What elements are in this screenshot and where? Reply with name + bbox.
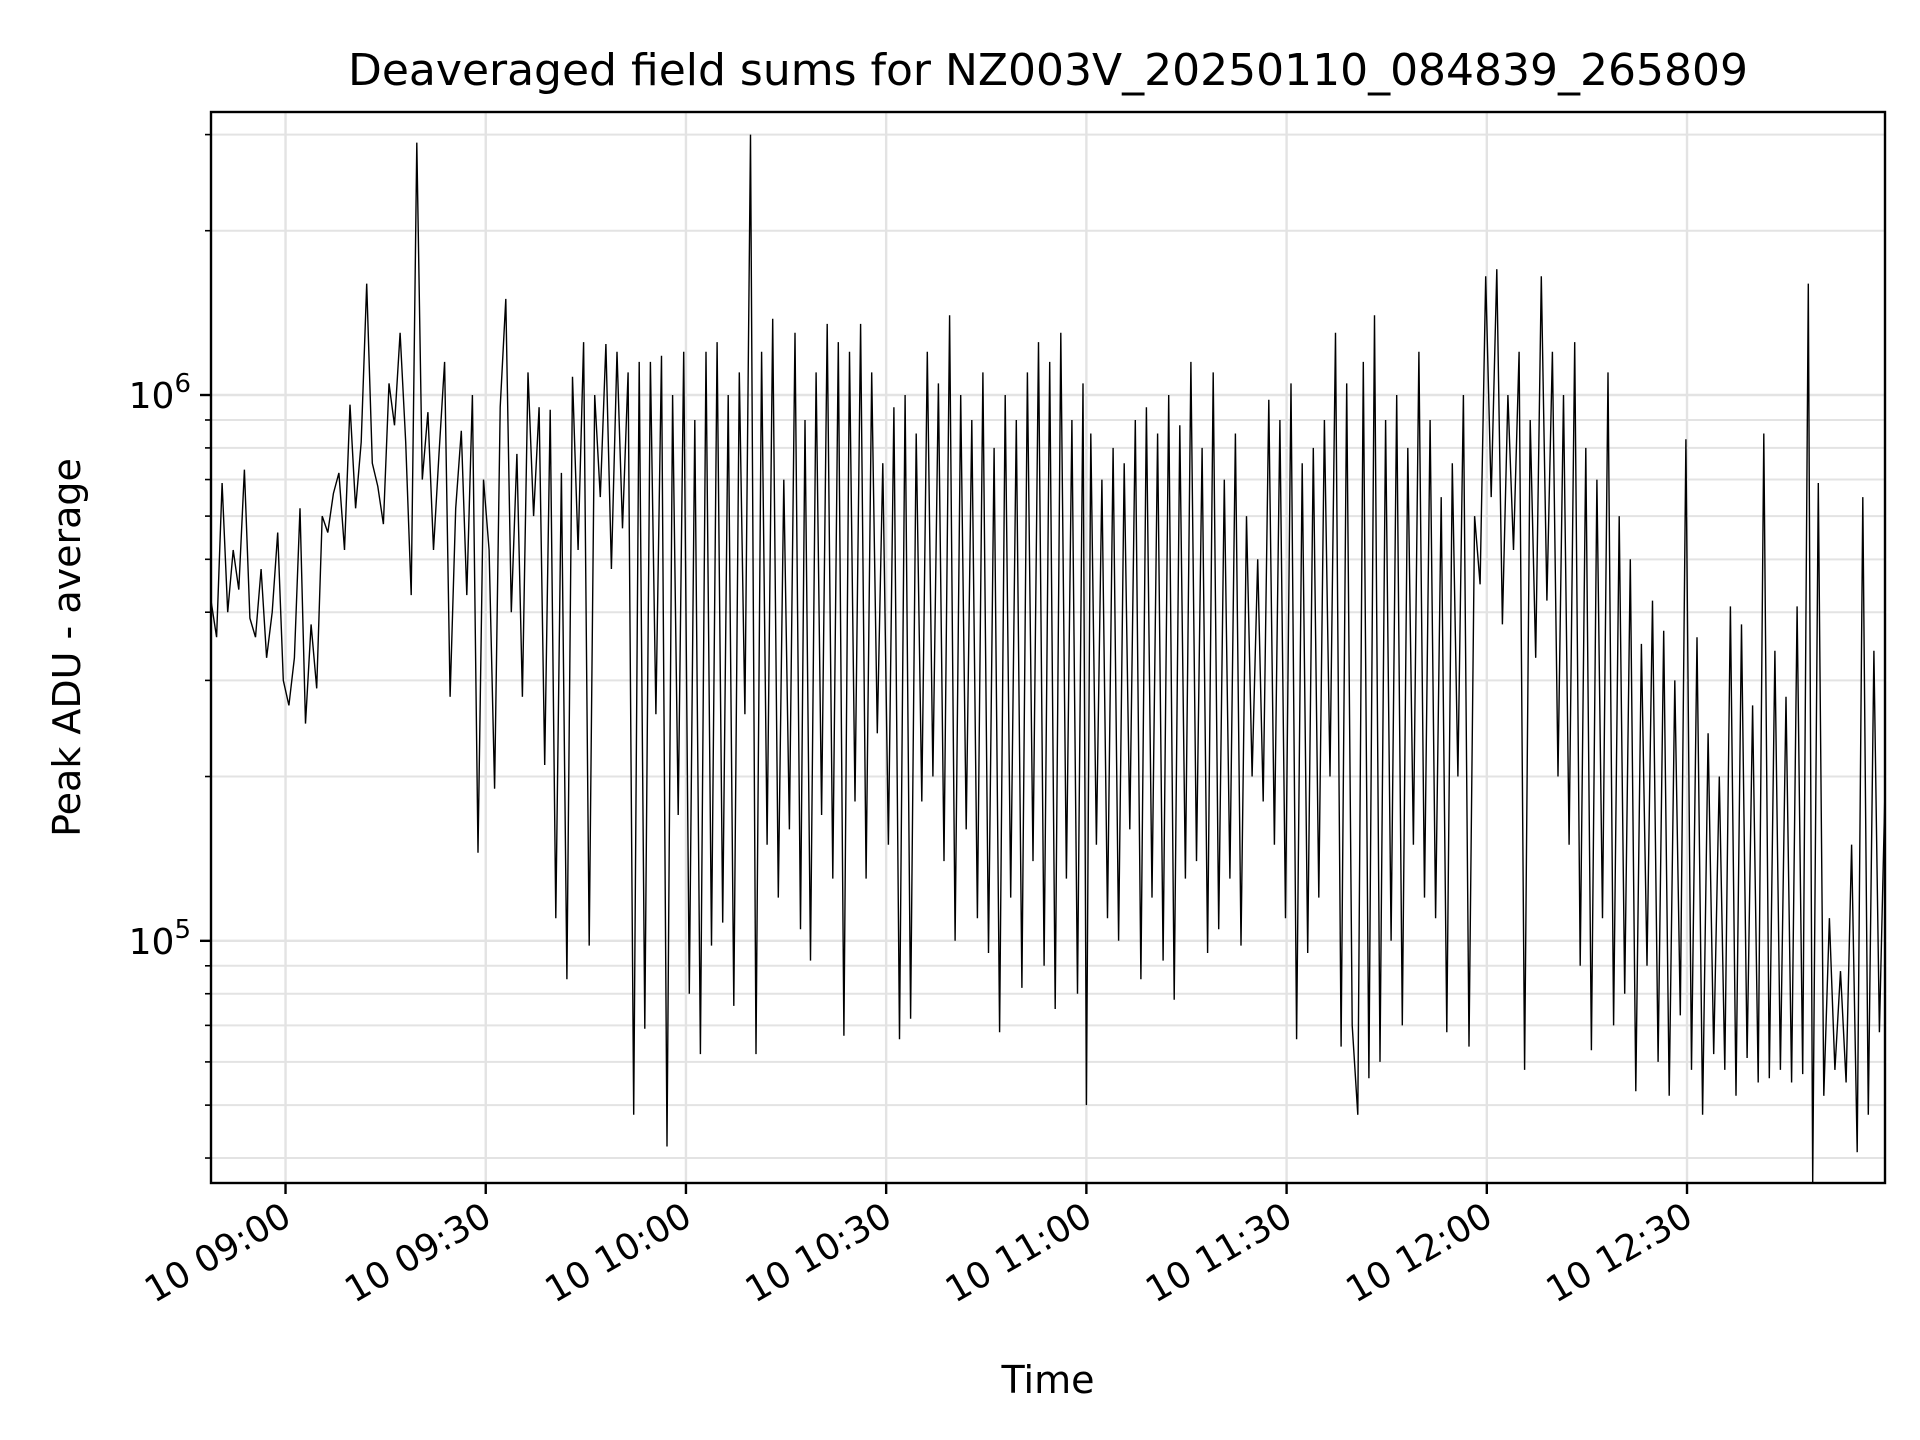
series-layer: [210, 134, 1886, 1184]
y-tick-label: 106: [129, 369, 191, 417]
y-tick-label-base: 10: [129, 376, 175, 417]
x-axis-label: Time: [1001, 1358, 1095, 1402]
chart-title: Deaveraged field sums for NZ003V_2025011…: [348, 45, 1748, 96]
y-axis-label: Peak ADU - average: [45, 458, 89, 837]
plot-frame: [209, 110, 1887, 1185]
y-tick-label-exponent: 5: [174, 915, 191, 945]
series-line: [210, 134, 1886, 1184]
y-tick-label-exponent: 6: [174, 369, 191, 399]
y-tick-label: 105: [129, 915, 191, 963]
y-tick-label-base: 10: [129, 922, 175, 963]
